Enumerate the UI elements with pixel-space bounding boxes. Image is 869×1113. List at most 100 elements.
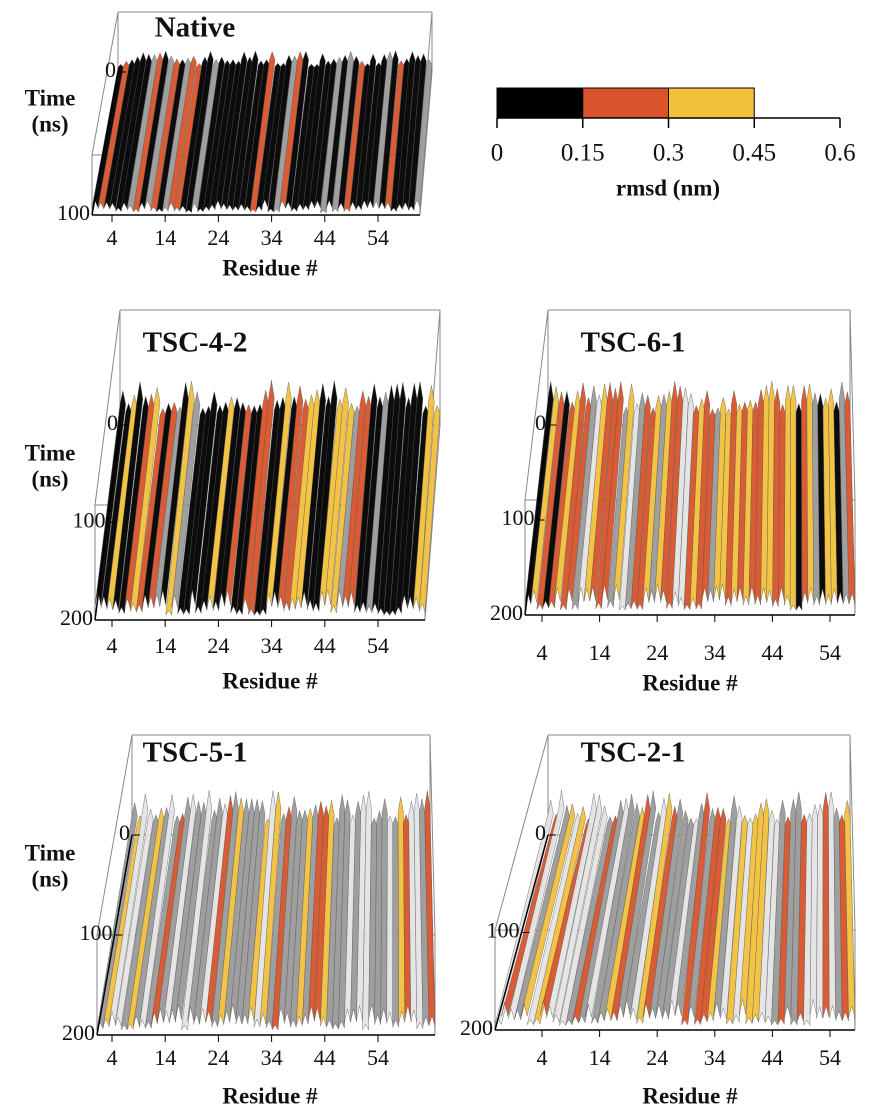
y-tick-label: 200 [60, 605, 93, 630]
surface-ridge [613, 383, 635, 600]
surface-ridge [389, 396, 412, 616]
y-tick-label: 200 [490, 600, 523, 625]
surface-ridge [114, 809, 154, 1027]
x-tick-label: 54 [367, 633, 389, 658]
surface-ridge [271, 806, 292, 1031]
surface-ridge [354, 383, 378, 613]
surface-ridge [136, 407, 166, 613]
surface-ridge [395, 382, 418, 614]
surface-ridge [126, 53, 158, 211]
surface-ridge [147, 401, 178, 609]
surface-ridge [745, 802, 764, 1025]
surface-ridge [803, 812, 813, 1026]
surface-ridge [236, 403, 264, 616]
surface-ridge [822, 397, 832, 605]
surface-ridge [330, 402, 355, 613]
surface-ridge [232, 50, 259, 212]
surface-ridge [844, 800, 856, 1018]
surface-ridge [206, 396, 235, 608]
surface-ridge [169, 800, 202, 1023]
surface-ridge [124, 393, 155, 610]
surface-ridge [384, 60, 405, 210]
colorbar-tick-label: 0.3 [653, 140, 684, 167]
surface-panel [91, 11, 433, 216]
surface-ridge [546, 793, 597, 1019]
surface-ridge [501, 813, 559, 1017]
surface-ridge [102, 815, 143, 1028]
surface-ridge [642, 806, 678, 1017]
y-tick-label: 0 [105, 57, 116, 82]
x-tick-label: 44 [314, 633, 336, 658]
surface-ridge [171, 391, 201, 608]
surface-ridge [683, 405, 700, 611]
surface-ridge [812, 392, 820, 606]
surface-ridge [713, 397, 727, 601]
surface-ridge [249, 51, 276, 213]
surface-ridge [242, 390, 269, 610]
surface-ridge [383, 382, 406, 617]
surface-ridge [193, 798, 223, 1025]
surface-ridge [265, 382, 292, 607]
surface-ridge [530, 386, 559, 603]
surface-ridge [320, 56, 343, 214]
surface-ridge [218, 401, 246, 607]
box-edge [849, 734, 856, 931]
surface-ridge [636, 793, 673, 1025]
surface-ridge [583, 383, 608, 602]
surface-ridge [118, 396, 149, 615]
surface-ridge [822, 792, 830, 1018]
x-tick-label: 14 [154, 633, 176, 658]
x-tick-label: 4 [107, 225, 118, 250]
panel-title: TSC-6-1 [581, 327, 686, 359]
colorbar-segment [668, 87, 755, 119]
surface-ridge [536, 391, 565, 611]
surface-ridge [205, 795, 234, 1023]
surface-ridge [214, 60, 242, 209]
box-edge [429, 734, 436, 936]
x-tick-label: 24 [207, 225, 229, 250]
surface-ridge [337, 55, 360, 210]
surface-ridge [655, 809, 689, 1017]
y-axis-label: (ns) [31, 466, 68, 491]
surface-ridge [713, 795, 737, 1017]
surface-ridge [789, 384, 797, 611]
panel-title: TSC-5-1 [143, 737, 248, 769]
surface-ridge [283, 398, 309, 611]
x-tick-label: 24 [207, 1045, 229, 1070]
surface-ridge [419, 798, 430, 1026]
surface-panel [494, 734, 856, 1031]
surface-ridge [566, 397, 592, 602]
surface-ridge [726, 814, 748, 1025]
surface-ridge [742, 399, 754, 606]
surface-ridge [200, 401, 229, 611]
surface-ridge [694, 807, 721, 1026]
box-edge [849, 309, 856, 501]
surface-ridge [301, 383, 326, 607]
surface-ridge [163, 793, 197, 1023]
surface-ridge [144, 55, 175, 209]
surface-ridge [700, 808, 727, 1023]
surface-ridge [533, 806, 586, 1025]
colorbar-tick-label: 0.15 [561, 140, 605, 167]
surface-ridge [115, 52, 147, 213]
surface-ridge [133, 807, 170, 1026]
surface-ridge [212, 396, 241, 611]
surface-ridge [619, 402, 640, 611]
surface-ridge [790, 791, 802, 1026]
surface-ridge [707, 407, 721, 602]
surface-ridge [253, 790, 276, 1028]
x-axis-label: Residue # [222, 255, 318, 280]
surface-ridge [273, 55, 298, 213]
surface-ridge [624, 392, 646, 610]
y-tick-label: 0 [107, 410, 118, 435]
panel-title: TSC-2-1 [581, 737, 686, 769]
surface-ridge [132, 52, 164, 213]
x-tick-label: 4 [537, 640, 548, 665]
y-tick-label: 0 [535, 820, 546, 845]
colorbar-tick-label: 0.6 [824, 140, 855, 167]
surface-ridge [241, 800, 266, 1025]
panel-title: TSC-4-2 [143, 327, 248, 359]
surface-ridge [120, 814, 159, 1031]
y-tick-label: 200 [62, 1020, 95, 1045]
